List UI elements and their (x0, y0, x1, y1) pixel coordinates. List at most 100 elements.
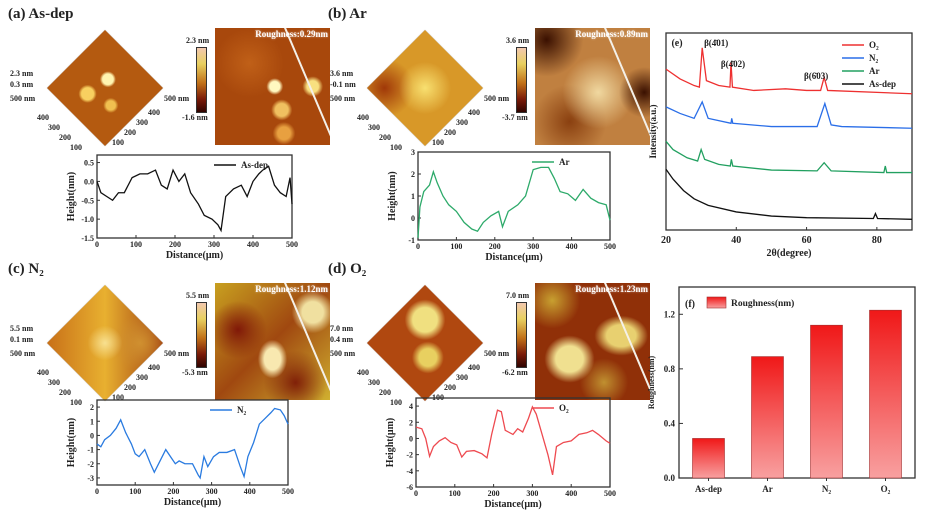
x-tick-label: 200 (489, 242, 501, 251)
left-axis-tick: 200 (379, 388, 391, 397)
afm-height-image: Roughness:0.89nm (535, 28, 650, 145)
x-tick-label: O₂ (881, 484, 891, 494)
panel-b: (b) Ar 3.6 nm -0.1 nm 500 nm 400 300 200 100 500… (320, 0, 650, 255)
x-axis-label: Distance(μm) (485, 252, 542, 263)
colorbar-min: -3.7 nm (502, 113, 528, 122)
right-axis-tick: 300 (136, 373, 148, 382)
y-tick-label: -4 (406, 467, 413, 476)
panel-a: (a) As-dep 2.3 nm 0.3 nm 500 nm 400 300 200 100… (0, 0, 330, 255)
y-tick-label: 0.5 (84, 159, 94, 168)
x-tick-label: Ar (762, 484, 773, 494)
z-bottom-label: -0.1 nm (330, 80, 356, 89)
colorbar (196, 47, 207, 113)
x-tick-label: 400 (244, 487, 256, 496)
x-tick-label: 0 (416, 242, 420, 251)
y-tick-label: 1 (411, 192, 415, 201)
legend-label: O₂ (869, 40, 879, 50)
y-tick-label: 2 (411, 170, 415, 179)
right-axis-tick: 400 (148, 108, 160, 117)
legend-label: As-dep (869, 79, 896, 89)
panel-title: (c) N₂ (8, 261, 44, 277)
colorbar-min: -5.3 nm (182, 368, 208, 377)
left-axis-tick: 200 (59, 133, 71, 142)
y-tick-label: -3 (87, 474, 94, 483)
z-bottom-label: 0.4 nm (330, 335, 354, 344)
y-tick-label: 2 (90, 403, 94, 412)
roughness-label: Roughness:1.23nm (575, 284, 648, 294)
colorbar-max: 7.0 nm (506, 291, 530, 300)
panel-title: (b) Ar (328, 6, 367, 22)
x-tick-label: 80 (872, 235, 882, 246)
y-tick-label: 0.8 (664, 364, 676, 374)
x-tick-label: 200 (488, 489, 500, 498)
series-line-As-dep (665, 168, 913, 220)
legend-label: As-dep (241, 160, 268, 170)
x-axis-label: 2θ(degree) (766, 248, 811, 259)
x-tick-label: 100 (130, 240, 142, 249)
left-axis-tick: 500 nm (10, 349, 36, 358)
right-axis-tick: 500 nm (164, 349, 190, 358)
series-line-Ar (665, 140, 912, 174)
left-axis-tick: 400 (37, 368, 49, 377)
plot-frame (665, 32, 913, 231)
x-tick-label: 100 (449, 489, 461, 498)
legend-label: N₂ (869, 53, 878, 63)
series-line-N₂ (96, 407, 289, 480)
x-tick-label: 400 (247, 240, 259, 249)
y-axis-label: Roughness(nm) (647, 355, 656, 409)
plot-frame (417, 151, 611, 241)
right-axis-tick: 200 (124, 128, 136, 137)
x-tick-label: 400 (566, 242, 578, 251)
colorbar-min: -1.6 nm (182, 113, 208, 122)
x-tick-label: 0 (95, 240, 99, 249)
legend-swatch (706, 296, 727, 309)
left-axis-tick: 500 nm (10, 94, 36, 103)
z-top-label: 2.3 nm (10, 69, 34, 78)
left-axis-tick: 300 (48, 378, 60, 387)
right-axis-tick: 200 (444, 128, 456, 137)
series-line-Ar (417, 166, 611, 238)
x-axis-label: Distance(μm) (484, 499, 541, 510)
left-axis-tick: 500 nm (330, 94, 356, 103)
y-axis-label: Intensity(a.u.) (648, 104, 658, 158)
x-axis-label: Distance(μm) (166, 250, 223, 261)
bar-N₂ (810, 324, 843, 479)
x-tick-label: 0 (414, 489, 418, 498)
left-axis-tick: 100 (70, 143, 82, 152)
y-tick-label: 4 (409, 402, 413, 411)
y-tick-label: 0 (411, 214, 415, 223)
y-tick-label: -0.5 (81, 196, 94, 205)
colorbar (516, 47, 527, 113)
panel-label: (f) (685, 299, 695, 310)
right-axis-tick: 100 (432, 138, 444, 147)
x-tick-label: 300 (526, 489, 538, 498)
right-axis-tick: 500 nm (484, 94, 510, 103)
z-top-label: 5.5 nm (10, 324, 34, 333)
series-line-O₂ (665, 47, 913, 95)
right-axis-tick: 100 (112, 393, 124, 402)
z-bottom-label: 0.3 nm (10, 80, 34, 89)
peak-annotation: β(4̄02) (721, 59, 745, 69)
colorbar-max: 3.6 nm (506, 36, 530, 45)
y-tick-label: -1.0 (81, 215, 94, 224)
right-axis-tick: 100 (112, 138, 124, 147)
colorbar (516, 302, 527, 368)
x-tick-label: N₂ (822, 484, 831, 494)
panel-d: (d) O₂ 7.0 nm 0.4 nm 500 nm 400 300 200 100 500 … (320, 255, 650, 510)
y-tick-label: -1 (87, 446, 94, 455)
y-tick-label: -6 (406, 483, 413, 492)
bar-O₂ (869, 309, 902, 479)
bar-As-dep (692, 438, 725, 479)
x-tick-label: 100 (129, 487, 141, 496)
y-tick-label: -1.5 (81, 234, 94, 243)
roughness-label: Roughness:0.29nm (255, 29, 328, 39)
right-axis-tick: 200 (124, 383, 136, 392)
legend-label: N₂ (237, 405, 246, 415)
right-axis-tick: 300 (456, 118, 468, 127)
roughness-label: Roughness:1.12nm (255, 284, 328, 294)
x-tick-label: 500 (282, 487, 294, 496)
x-tick-label: 20 (661, 235, 671, 246)
colorbar (196, 302, 207, 368)
x-tick-label: 400 (565, 489, 577, 498)
y-tick-label: 0.0 (84, 177, 94, 186)
